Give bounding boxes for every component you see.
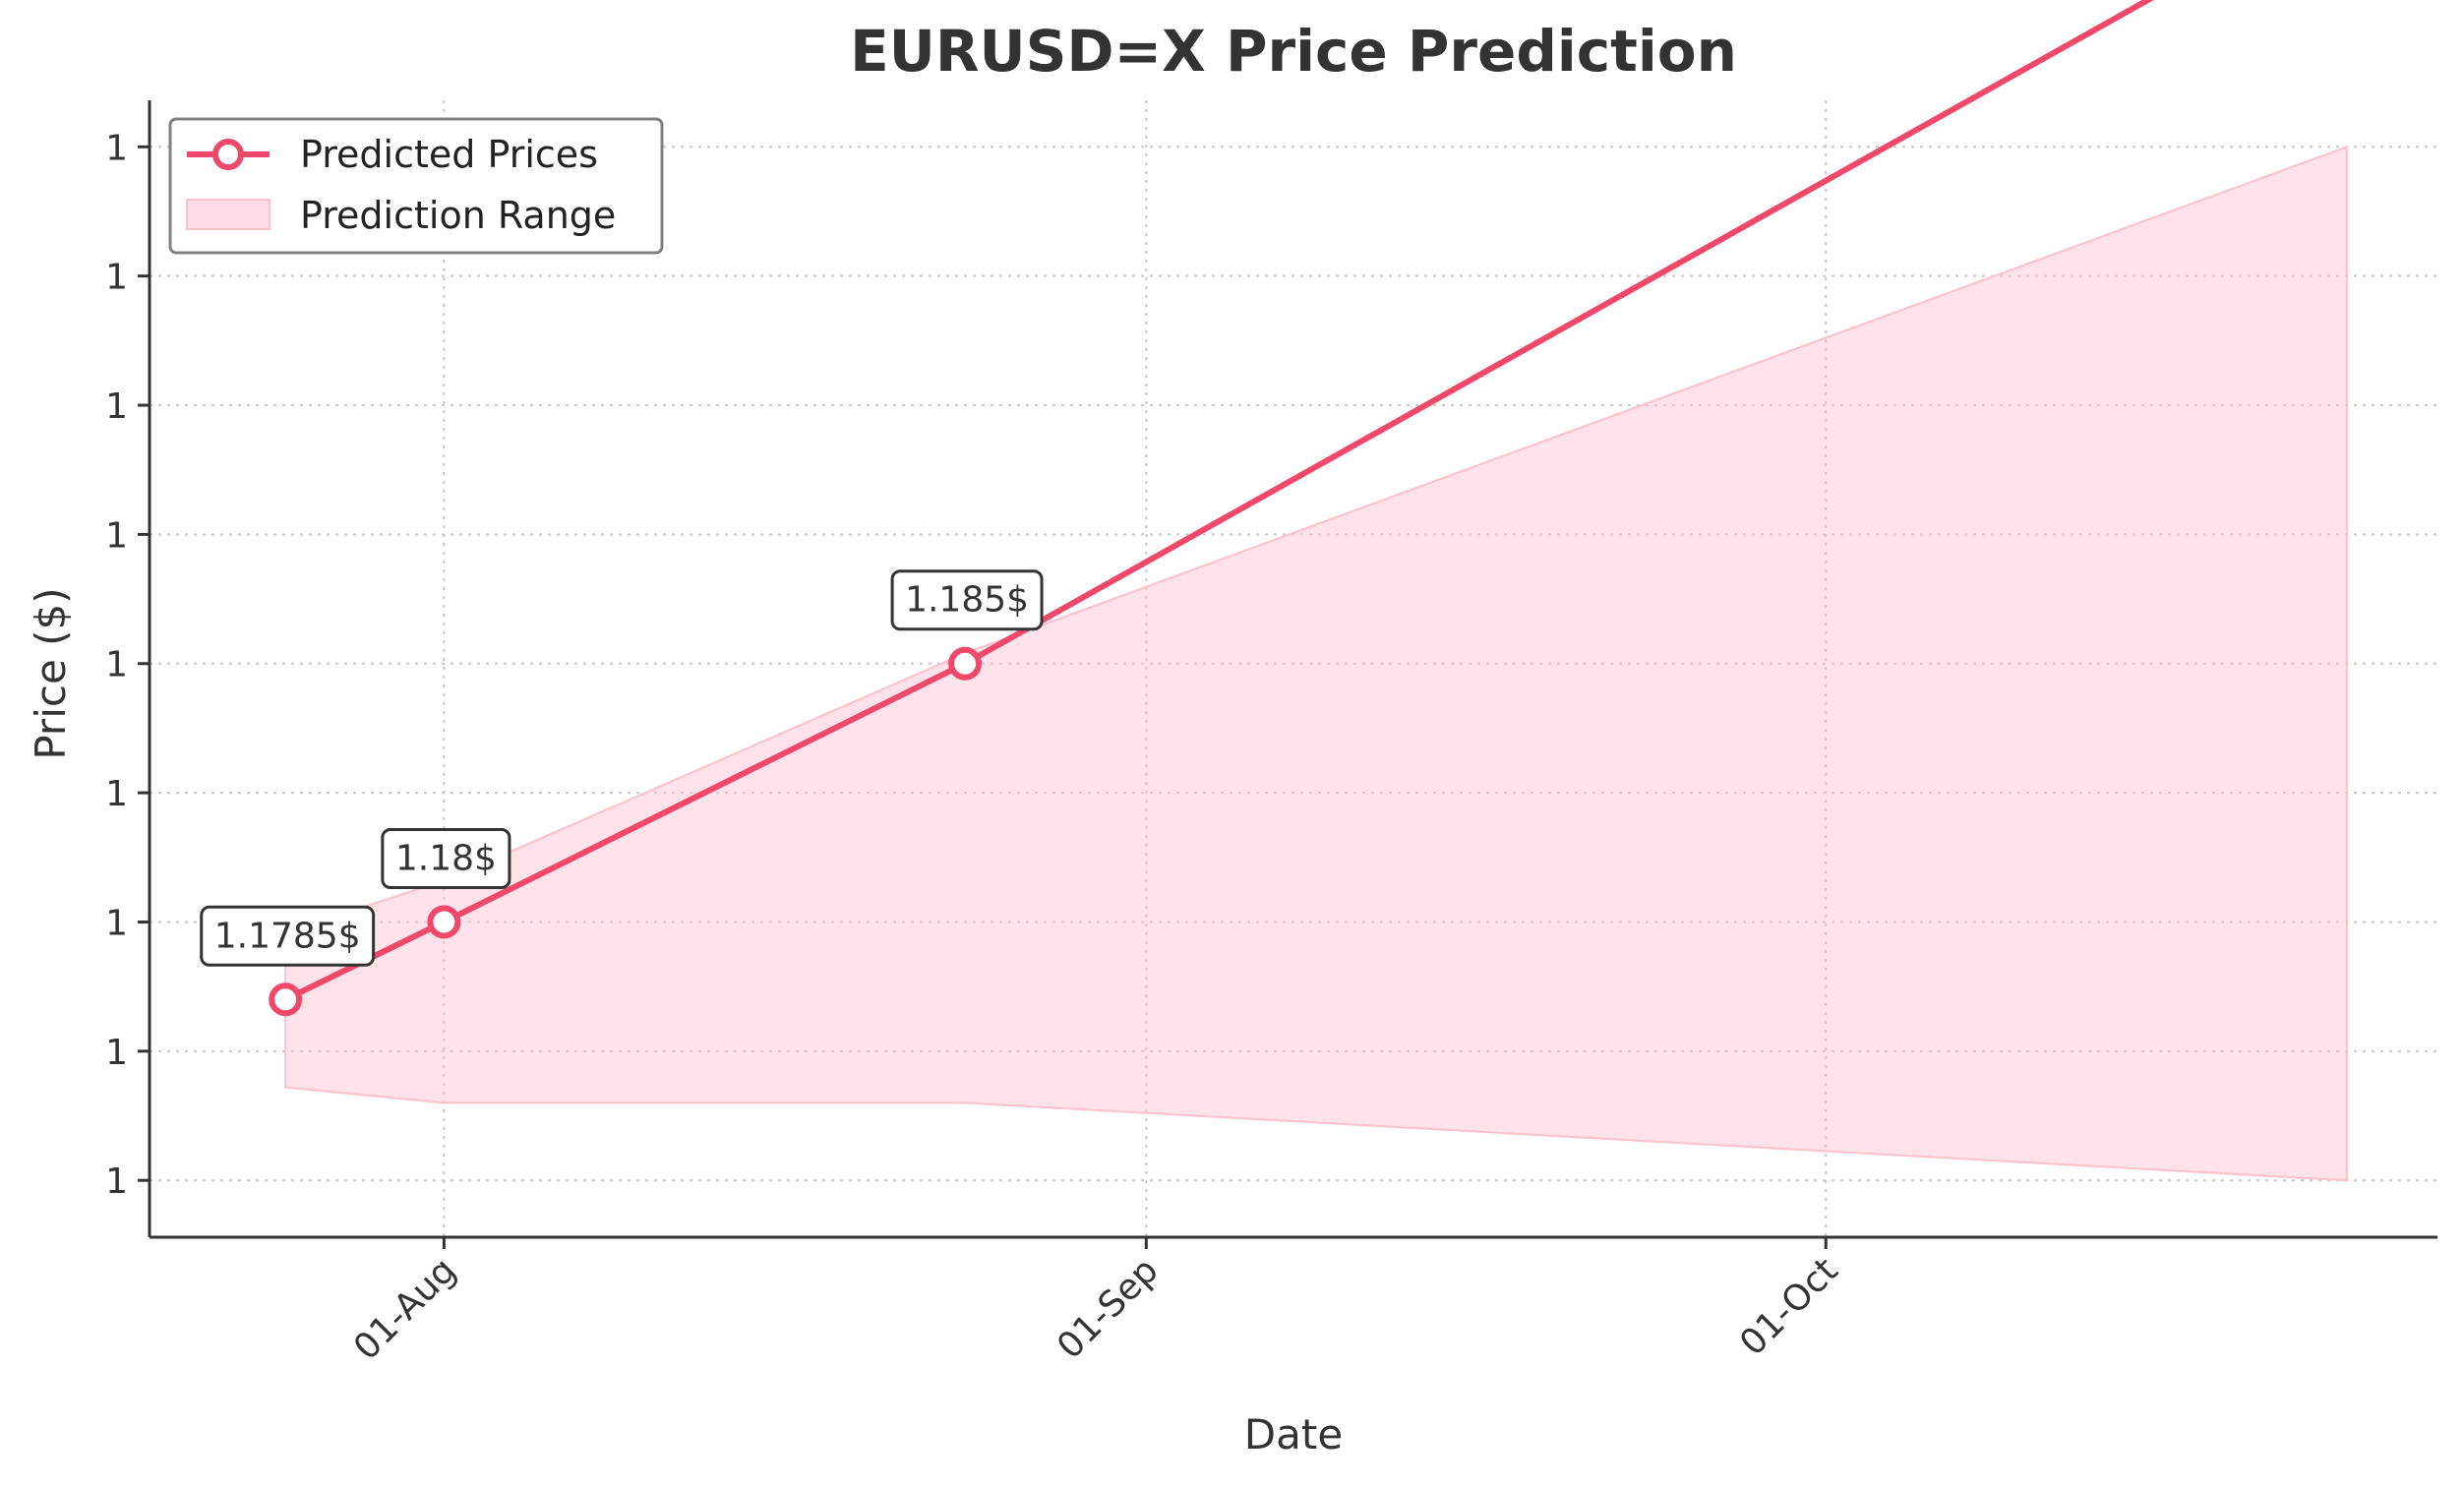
y-tick-label: 1 <box>105 515 128 556</box>
annotations-layer: 1.1785$1.18$1.185$1.2$ <box>200 569 1044 967</box>
y-tick-label: 1 <box>105 903 128 943</box>
x-axis-label: Date <box>1244 1410 1343 1458</box>
legend-box <box>168 117 664 255</box>
legend-marker-swatch <box>212 139 244 170</box>
data-point-marker <box>269 982 303 1017</box>
data-label-text: 1.185$ <box>905 580 1029 621</box>
y-tick-label: 1 <box>105 258 128 298</box>
y-axis-label: Price ($) <box>27 587 75 759</box>
data-label-text: 1.1785$ <box>214 916 361 956</box>
data-label-text: 1.18$ <box>395 838 497 878</box>
legend-label-range: Prediction Range <box>300 194 616 237</box>
data-label: 1.1785$ <box>200 905 376 967</box>
legend: Predicted Prices Prediction Range <box>168 117 664 255</box>
data-label-box <box>200 905 376 967</box>
data-label: 1.18$ <box>381 827 511 889</box>
y-tick-label: 1 <box>105 645 128 685</box>
grid-lines <box>150 100 2437 1237</box>
data-label-box <box>890 569 1044 631</box>
data-label-box <box>381 827 511 889</box>
data-point-marker <box>427 905 461 939</box>
prediction-range-area <box>284 145 2348 1182</box>
y-tick-label: 1 <box>105 1033 128 1073</box>
data-label: 1.185$ <box>890 569 1044 631</box>
y-tick-label: 1 <box>105 128 128 168</box>
legend-range-swatch <box>186 199 270 230</box>
prediction-range-layer <box>284 145 2348 1182</box>
legend-label-predicted: Predicted Prices <box>300 133 598 176</box>
y-tick-label: 1 <box>105 1161 128 1202</box>
y-tick-label: 1 <box>105 774 128 814</box>
chart-title: EURUSD=X Price Prediction <box>850 18 1737 85</box>
y-tick-label: 1 <box>105 387 128 427</box>
data-point-marker <box>948 646 983 681</box>
